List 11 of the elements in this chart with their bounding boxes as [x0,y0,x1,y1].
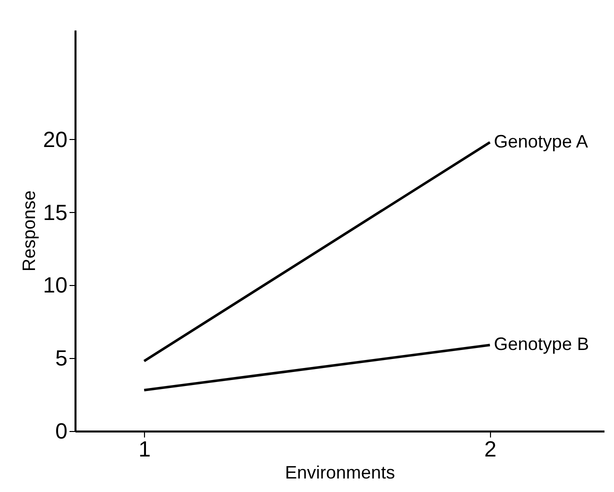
y-axis-title: Response [19,190,40,272]
series-label: Genotype B [494,334,589,354]
series-label: Genotype A [494,131,588,152]
x-axis-title: Environments [284,462,396,482]
x-tick-label: 2 [484,436,497,462]
x-tick-label: 1 [138,436,151,462]
y-tick-label: 0 [55,418,68,444]
y-tick-label: 20 [43,126,68,152]
y-tick-label: 5 [55,346,68,371]
y-tick-label: 15 [43,200,68,225]
y-tick-label: 10 [43,272,68,298]
